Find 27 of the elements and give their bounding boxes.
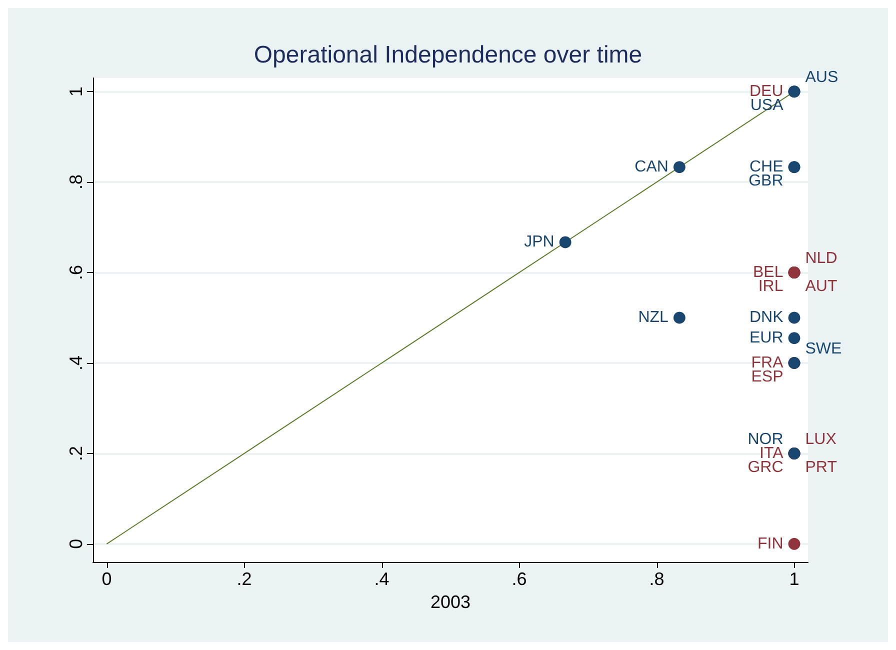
y-tick-label: .8	[66, 174, 86, 190]
data-label: PRT	[805, 458, 838, 476]
data-label: AUS	[805, 69, 838, 86]
data-label: CAN	[634, 158, 668, 176]
x-axis-title: 2003	[430, 592, 471, 612]
data-label: DNK	[749, 309, 784, 326]
y-tick-label: .6	[66, 264, 86, 280]
x-tick-label: .2	[236, 569, 252, 589]
data-label: LUX	[805, 430, 837, 448]
x-tick-label: .4	[374, 569, 390, 589]
data-label: FIN	[757, 535, 784, 552]
data-label: SWE	[805, 340, 842, 358]
data-label: GBR	[748, 172, 784, 190]
data-label: JPN	[524, 234, 554, 251]
x-tick-label: .6	[512, 569, 527, 589]
x-tick-label: 0	[102, 569, 112, 589]
x-tick-label: 1	[789, 569, 800, 589]
data-label: NZL	[638, 309, 669, 326]
y-tick-label: .2	[66, 446, 86, 461]
data-label: AUT	[805, 278, 838, 296]
x-tick-label: .8	[649, 569, 664, 589]
y-tick-label: 0	[66, 538, 86, 549]
data-label: NLD	[805, 250, 838, 268]
y-tick-label: .4	[66, 355, 86, 370]
chart-title: Operational Independence over time	[254, 42, 642, 68]
data-label: EUR	[749, 330, 784, 347]
y-tick-label: 1	[66, 86, 86, 97]
